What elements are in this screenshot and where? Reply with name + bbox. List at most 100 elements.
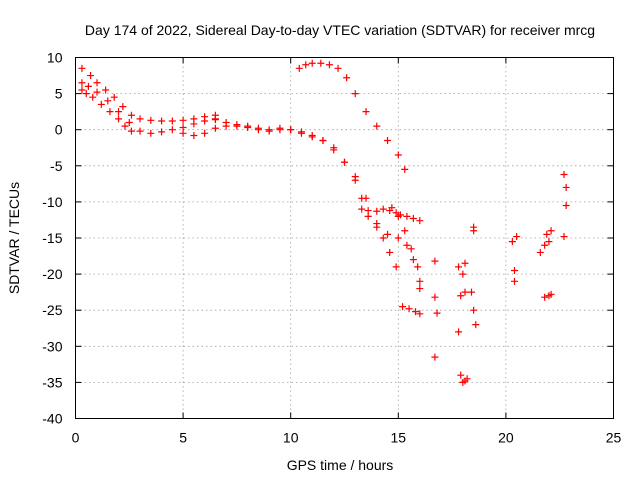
data-point	[541, 293, 549, 301]
data-point	[547, 290, 555, 298]
data-point	[168, 117, 176, 125]
data-point	[334, 64, 342, 72]
data-point	[403, 212, 411, 220]
data-point	[416, 277, 424, 285]
data-point	[470, 223, 478, 231]
y-tick-label: 5	[55, 86, 63, 102]
data-point	[179, 116, 187, 124]
data-point	[562, 183, 570, 191]
data-point	[147, 129, 155, 137]
data-point	[351, 176, 359, 184]
data-point	[373, 223, 381, 231]
data-point	[102, 86, 110, 94]
data-point	[82, 90, 90, 98]
x-tick-label: 0	[72, 430, 80, 446]
data-point	[541, 241, 549, 249]
data-point	[461, 377, 469, 385]
data-series-3	[78, 86, 135, 135]
data-point	[511, 266, 519, 274]
x-tick-label: 5	[179, 430, 187, 446]
data-point	[457, 371, 465, 379]
data-point	[265, 126, 273, 134]
data-point	[211, 124, 219, 132]
x-tick-label: 15	[391, 430, 407, 446]
data-point	[158, 128, 166, 136]
data-point	[351, 90, 359, 98]
data-point	[190, 131, 198, 139]
data-point	[254, 124, 262, 132]
data-point	[364, 207, 372, 215]
y-tick-label: -40	[42, 411, 62, 427]
data-point	[388, 204, 396, 212]
data-point	[379, 234, 387, 242]
data-point	[416, 310, 424, 318]
data-point	[127, 127, 135, 135]
data-series-1	[78, 79, 219, 137]
y-tick-label: 0	[55, 122, 63, 138]
plot-frame	[75, 57, 614, 419]
data-point	[179, 129, 187, 137]
data-point	[384, 230, 392, 238]
data-point	[362, 108, 370, 116]
data-point	[403, 241, 411, 249]
data-point	[93, 79, 101, 87]
data-point	[562, 202, 570, 210]
data-point	[399, 303, 407, 311]
data-point	[433, 309, 441, 317]
data-point	[343, 74, 351, 82]
data-point	[455, 263, 463, 271]
data-point	[308, 133, 316, 141]
data-point	[401, 165, 409, 173]
data-point	[459, 270, 467, 278]
data-point	[394, 212, 402, 220]
data-point	[431, 353, 439, 361]
data-point	[394, 234, 402, 242]
data-point	[513, 233, 521, 241]
data-series-2	[78, 64, 219, 125]
data-point	[392, 263, 400, 271]
x-tick-label: 10	[283, 430, 299, 446]
data-point	[341, 158, 348, 166]
data-point	[431, 293, 439, 301]
data-point	[379, 205, 387, 213]
data-point	[121, 122, 129, 130]
data-point	[330, 144, 338, 152]
data-point	[201, 129, 209, 137]
y-tick-label: -25	[42, 302, 62, 318]
data-point	[536, 248, 544, 256]
data-series-5	[211, 115, 424, 285]
data-point	[222, 118, 230, 126]
chart-title: Day 174 of 2022, Sidereal Day-to-day VTE…	[85, 22, 595, 38]
data-point	[431, 257, 439, 265]
data-point	[319, 137, 327, 145]
y-tick-label: -30	[42, 338, 62, 354]
y-tick-label: -15	[42, 230, 62, 246]
data-point	[147, 116, 155, 124]
data-point	[308, 59, 316, 67]
data-point	[201, 113, 209, 121]
data-point	[384, 137, 392, 145]
data-point	[297, 129, 305, 137]
data-point	[295, 64, 303, 72]
data-point	[508, 238, 516, 246]
data-point	[407, 245, 415, 253]
data-point	[405, 305, 413, 313]
data-point	[409, 256, 417, 264]
data-point	[457, 292, 465, 300]
data-point	[545, 238, 553, 246]
data-point	[412, 308, 420, 316]
data-point	[373, 207, 381, 215]
data-point	[78, 79, 86, 87]
data-point	[136, 127, 144, 135]
data-point	[392, 209, 400, 217]
y-tick-label: -20	[42, 266, 62, 282]
data-point	[455, 328, 463, 336]
data-point	[106, 108, 114, 116]
x-tick-label: 25	[606, 430, 622, 446]
data-series-9	[431, 170, 570, 386]
data-point	[87, 72, 95, 80]
data-point	[317, 59, 325, 67]
data-point	[244, 122, 252, 130]
data-point	[84, 82, 92, 90]
